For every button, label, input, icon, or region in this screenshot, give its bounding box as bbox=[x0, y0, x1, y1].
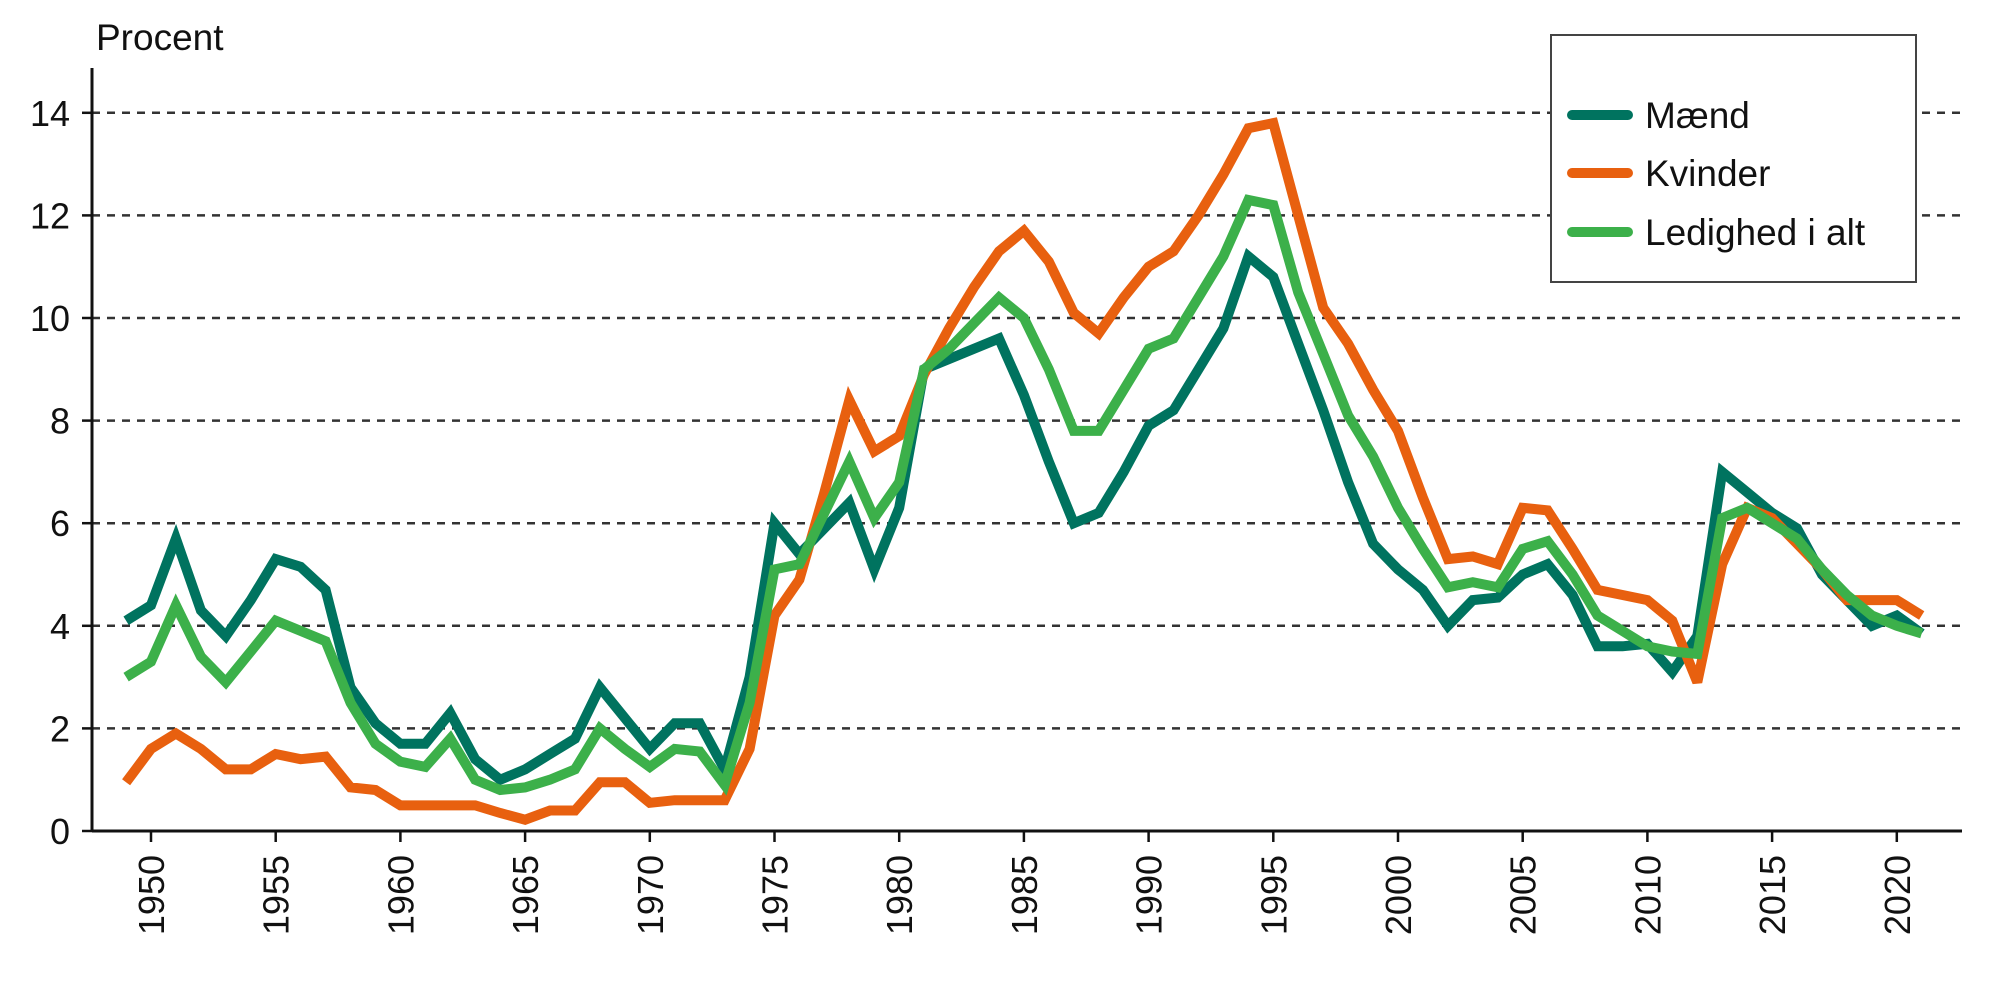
series-lines bbox=[122, 117, 1925, 825]
x-tick-label: 1990 bbox=[1129, 855, 1170, 935]
x-tick-label: 1965 bbox=[505, 855, 546, 935]
legend-label: Ledighed i alt bbox=[1645, 212, 1866, 253]
x-tick-label: 1980 bbox=[879, 855, 920, 935]
y-tick-label: 4 bbox=[50, 606, 70, 647]
y-tick-label: 6 bbox=[50, 503, 70, 544]
y-axis-title: Procent bbox=[96, 17, 224, 58]
y-tick-label: 8 bbox=[50, 401, 70, 442]
x-tick-label: 1960 bbox=[380, 855, 421, 935]
legend-label: Mænd bbox=[1645, 95, 1750, 136]
x-tick-label: 1995 bbox=[1253, 855, 1294, 935]
x-tick-label: 1985 bbox=[1004, 855, 1045, 935]
x-tick-label: 2015 bbox=[1752, 855, 1793, 935]
x-tick-label: 1950 bbox=[131, 855, 172, 935]
legend-label: Kvinder bbox=[1645, 153, 1770, 194]
legend-box bbox=[1550, 34, 1917, 283]
x-tick-label: 1970 bbox=[630, 855, 671, 935]
series-line-0 bbox=[123, 247, 1925, 786]
y-axis-ticks: 0 2 4 6 8 10 12 14 bbox=[30, 93, 92, 852]
series-line-2 bbox=[123, 194, 1924, 796]
x-tick-label: 1955 bbox=[256, 855, 297, 935]
x-tick-label: 2010 bbox=[1627, 855, 1668, 935]
y-tick-label: 14 bbox=[30, 93, 70, 134]
x-axis-ticks: 1950 1955 1960 1965 1970 1975 1980 1985 1990 1995… bbox=[131, 831, 1918, 935]
x-tick-label: 2005 bbox=[1503, 855, 1544, 935]
series-line-1 bbox=[122, 117, 1925, 825]
y-tick-label: 0 bbox=[50, 811, 70, 852]
y-tick-label: 12 bbox=[30, 195, 70, 236]
y-tick-label: 10 bbox=[30, 298, 70, 339]
legend: Mænd Kvinder Ledighed i alt bbox=[1550, 34, 1917, 283]
x-tick-label: 2020 bbox=[1877, 855, 1918, 935]
x-tick-label: 1975 bbox=[755, 855, 796, 935]
y-tick-label: 2 bbox=[50, 708, 70, 749]
x-tick-label: 2000 bbox=[1378, 855, 1419, 935]
